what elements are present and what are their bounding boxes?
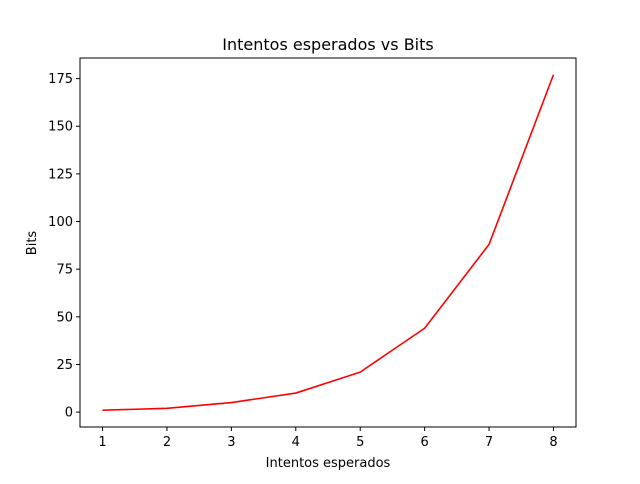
y-tick-label: 100	[48, 215, 73, 230]
x-tick-label: 2	[163, 435, 171, 450]
y-tick-label: 175	[48, 72, 73, 87]
y-tick-label: 150	[48, 120, 73, 135]
x-tick-label: 8	[549, 435, 557, 450]
plot-area	[102, 74, 555, 412]
chart-title: Intentos esperados vs Bits	[222, 35, 433, 54]
x-tick-label: 4	[292, 435, 300, 450]
y-axis-ticks: 0 25 50 75 100 125 150 175	[48, 72, 80, 421]
x-axis-ticks: 1 2 3 4 5 6 7 8	[98, 427, 558, 450]
x-tick-label: 6	[420, 435, 428, 450]
x-tick-label: 3	[227, 435, 235, 450]
x-tick-label: 1	[98, 435, 106, 450]
y-tick-label: 75	[56, 263, 73, 278]
x-axis-label: Intentos esperados	[266, 456, 391, 471]
y-tick-label: 25	[56, 358, 73, 373]
x-tick-label: 5	[356, 435, 364, 450]
y-axis-label: Bits	[25, 231, 40, 256]
y-tick-label: 0	[65, 406, 73, 421]
y-tick-label: 50	[56, 310, 73, 325]
series-line	[102, 74, 555, 412]
axes-frame	[79, 57, 577, 428]
x-tick-label: 7	[485, 435, 493, 450]
y-tick-label: 125	[48, 167, 73, 182]
